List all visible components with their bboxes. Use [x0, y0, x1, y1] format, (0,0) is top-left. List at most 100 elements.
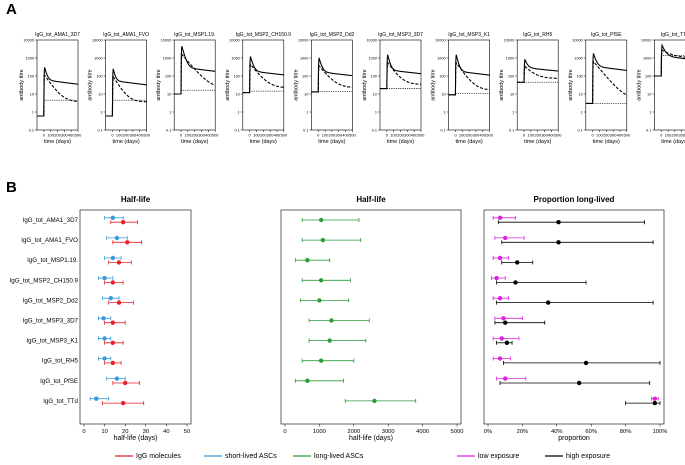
- point-estimate: [305, 258, 310, 263]
- mini-plot: IgG_tot_MSP2_CH150.90 100 200 300 400 500time…: [225, 32, 291, 145]
- x-tick-label: 400: [136, 133, 143, 138]
- point-estimate: [116, 260, 122, 265]
- y-axis-label: antibody titre: [636, 69, 642, 101]
- x-tick-label: 20: [122, 429, 128, 435]
- category-label: IgG_tot_MSP2_CH150.9: [10, 277, 79, 284]
- x-tick-label: 300: [335, 133, 342, 138]
- y-tick-label: 0.1: [509, 128, 514, 132]
- point-estimate: [515, 260, 520, 265]
- forest-plot: Half-life 0 1000 2000 3000 4000 5000 half-life …: [280, 195, 463, 442]
- point-estimate: [652, 396, 658, 401]
- x-axis-label: time (days): [455, 139, 482, 145]
- antibody-curve-solid: [311, 57, 353, 93]
- x-tick-label: 100: [459, 133, 466, 138]
- mini-plot-frame: [654, 39, 685, 131]
- x-tick-label: 100: [596, 133, 603, 138]
- x-tick-label: 0: [386, 133, 389, 138]
- y-tick-label: 10: [441, 92, 445, 96]
- x-axis-label: time (days): [250, 139, 277, 145]
- y-tick-label: 0.1: [97, 128, 102, 132]
- panel-label-a: A: [6, 1, 17, 18]
- x-tick-label: 0: [523, 133, 526, 138]
- y-tick-label: 1: [443, 110, 445, 114]
- mini-plot-title: IgG_tot_MSP1.19.: [174, 32, 215, 38]
- point-estimate: [102, 336, 107, 341]
- point-estimate: [583, 360, 589, 366]
- y-tick-label: 0.1: [440, 128, 445, 132]
- legend: IgG molecules short-lived ASCs long-lived …: [115, 453, 610, 460]
- x-tick-label: 60%: [585, 429, 597, 435]
- legend-label: short-lived ASCs: [225, 453, 277, 460]
- x-tick-label: 500: [75, 133, 82, 138]
- antibody-curve-solid: [448, 54, 490, 96]
- point-estimate: [101, 316, 106, 321]
- x-tick-label: 500: [623, 133, 630, 138]
- y-tick-label: 10: [647, 92, 651, 96]
- y-axis-label: antibody titre: [156, 69, 162, 101]
- x-tick-label: 100: [528, 133, 535, 138]
- x-tick-label: 200: [466, 133, 473, 138]
- antibody-curve-dotted: [448, 93, 490, 96]
- y-tick-label: 10: [167, 92, 171, 96]
- point-estimate: [318, 278, 324, 283]
- antibody-curve-dashed: [242, 63, 284, 94]
- y-tick-label: 1000: [26, 56, 34, 60]
- y-tick-label: 1000: [437, 56, 445, 60]
- x-tick-label: 400: [548, 133, 555, 138]
- y-tick-label: 0.1: [372, 128, 377, 132]
- point-estimate: [114, 376, 120, 381]
- y-tick-label: 0.1: [29, 128, 34, 132]
- x-axis-label: half-life (days): [349, 435, 393, 442]
- x-axis-label: time (days): [318, 139, 345, 145]
- x-tick-label: 200: [603, 133, 610, 138]
- x-tick-label: 300: [404, 133, 411, 138]
- category-label: IgG_tot_MSP2_Dd2: [23, 297, 79, 304]
- antibody-curve-dotted: [105, 99, 147, 117]
- x-tick-label: 400: [68, 133, 75, 138]
- x-tick-label: 4000: [416, 429, 429, 435]
- antibody-curve-dashed: [448, 61, 490, 96]
- y-tick-label: 1: [581, 110, 583, 114]
- x-axis-label: time (days): [112, 139, 139, 145]
- mini-plot-title: IgG_tot_PfSE: [591, 32, 622, 38]
- x-tick-label: 200: [260, 133, 267, 138]
- point-estimate: [102, 356, 107, 361]
- y-tick-label: 1: [32, 110, 34, 114]
- y-tick-label: 100: [371, 74, 377, 78]
- x-tick-label: 0: [43, 133, 46, 138]
- x-tick-label: 500: [349, 133, 356, 138]
- point-estimate: [120, 220, 126, 225]
- y-tick-label: 1: [375, 110, 377, 114]
- category-label: IgG_tot_MSP3_K1: [26, 338, 78, 345]
- x-tick-label: 3000: [382, 429, 395, 435]
- x-tick-label: 50: [184, 429, 190, 435]
- y-tick-label: 1: [306, 110, 308, 114]
- y-tick-label: 1000: [163, 56, 171, 60]
- mini-plot-frame: [242, 39, 285, 131]
- x-tick-label: 500: [486, 133, 493, 138]
- x-tick-label: 10: [101, 429, 107, 435]
- forest-frame: [483, 209, 665, 425]
- y-tick-label: 10000: [504, 38, 515, 42]
- x-axis-label: time (days): [661, 139, 685, 145]
- y-tick-label: 10000: [366, 38, 377, 42]
- x-axis-label: proportion: [558, 435, 590, 442]
- x-tick-label: 300: [198, 133, 205, 138]
- y-tick-label: 10: [373, 92, 377, 96]
- point-estimate: [503, 235, 508, 241]
- y-axis-label: antibody titre: [293, 69, 299, 101]
- antibody-curve-dotted: [242, 90, 284, 93]
- y-tick-label: 1: [100, 110, 102, 114]
- category-label: IgG_tot_MSP3_3D7: [23, 318, 79, 325]
- x-tick-label: 2000: [347, 429, 360, 435]
- point-estimate: [110, 280, 116, 285]
- mini-plot-title: IgG_tot_TTd: [661, 32, 685, 38]
- y-tick-label: 10000: [229, 38, 240, 42]
